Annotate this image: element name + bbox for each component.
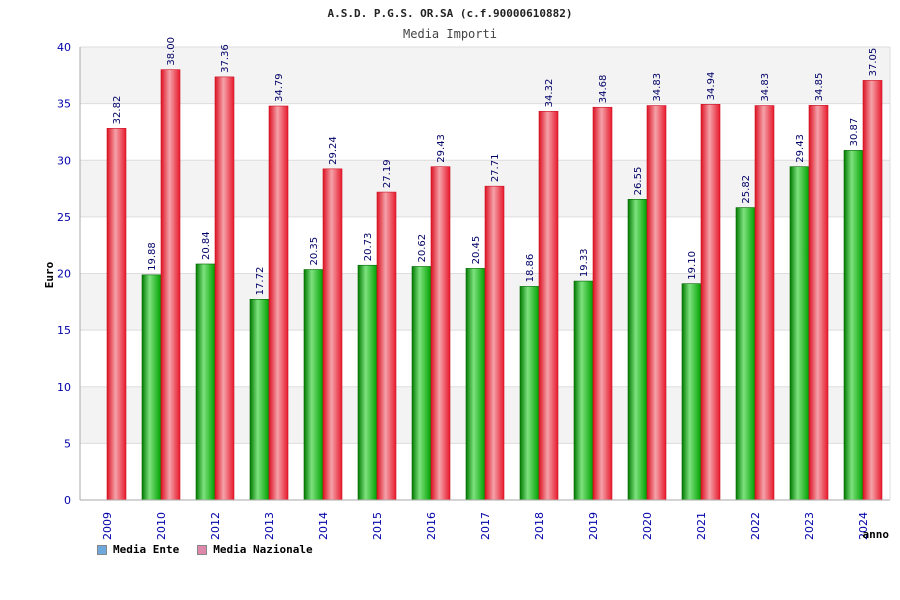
bar-media-ente-2023 xyxy=(789,166,810,501)
bar-media-nazionale-2019 xyxy=(592,106,613,501)
bar-media-nazionale-2009 xyxy=(106,128,127,501)
bar-media-ente-2015 xyxy=(357,264,378,501)
value-label-media-ente-2014: 20.35 xyxy=(309,237,320,266)
value-label-media-nazionale-2016: 29.43 xyxy=(436,134,447,163)
bar-media-nazionale-2023 xyxy=(808,105,829,501)
x-tick-label-2013: 2013 xyxy=(263,512,276,540)
bar-media-ente-2024 xyxy=(843,150,864,501)
y-tick-label: 15 xyxy=(57,324,71,337)
bar-media-nazionale-2012 xyxy=(214,76,235,501)
bar-media-ente-2018 xyxy=(519,286,540,501)
value-label-media-nazionale-2018: 34.32 xyxy=(544,79,555,108)
bar-media-ente-2019 xyxy=(573,280,594,501)
value-label-media-ente-2019: 19.33 xyxy=(579,248,590,277)
bar-media-ente-2010 xyxy=(141,274,162,501)
value-label-media-nazionale-2024: 37.05 xyxy=(868,48,879,77)
bar-media-nazionale-2020 xyxy=(646,105,667,501)
value-label-media-nazionale-2019: 34.68 xyxy=(598,75,609,104)
legend-item-media-nazionale: Media Nazionale xyxy=(197,543,313,556)
y-tick-label: 30 xyxy=(57,154,71,167)
legend-label-media-ente: Media Ente xyxy=(113,543,180,556)
value-label-media-ente-2024: 30.87 xyxy=(849,118,860,147)
bar-media-nazionale-2022 xyxy=(754,105,775,501)
value-label-media-ente-2015: 20.73 xyxy=(363,233,374,262)
value-label-media-ente-2016: 20.62 xyxy=(417,234,428,263)
value-label-media-ente-2023: 29.43 xyxy=(795,134,806,163)
value-label-media-ente-2013: 17.72 xyxy=(255,267,266,296)
bar-media-nazionale-2017 xyxy=(484,185,505,501)
value-label-media-nazionale-2015: 27.19 xyxy=(382,159,393,188)
legend-item-media-ente: Media Ente xyxy=(97,543,179,556)
bar-media-ente-2016 xyxy=(411,266,432,501)
value-label-media-ente-2022: 25.82 xyxy=(741,175,752,204)
y-tick-label: 40 xyxy=(57,41,71,54)
value-label-media-nazionale-2013: 34.79 xyxy=(274,73,285,102)
value-label-media-ente-2021: 19.10 xyxy=(687,251,698,280)
x-tick-label-2018: 2018 xyxy=(533,512,546,540)
x-tick-label-2010: 2010 xyxy=(155,512,168,540)
value-label-media-ente-2020: 26.55 xyxy=(633,167,644,196)
value-label-media-nazionale-2021: 34.94 xyxy=(706,72,717,101)
x-tick-label-2020: 2020 xyxy=(641,512,654,540)
y-tick-label: 5 xyxy=(64,437,71,450)
x-tick-label-2015: 2015 xyxy=(371,512,384,540)
y-tick-label: 20 xyxy=(57,268,71,281)
chart-subtitle: Media Importi xyxy=(403,27,497,41)
bar-media-nazionale-2021 xyxy=(700,104,721,501)
y-tick-label: 0 xyxy=(64,494,71,507)
x-tick-label-2012: 2012 xyxy=(209,512,222,540)
value-label-media-ente-2010: 19.88 xyxy=(147,242,158,271)
legend-label-media-nazionale: Media Nazionale xyxy=(213,543,313,556)
legend-swatch-media-nazionale xyxy=(197,544,208,555)
x-tick-label-2009: 2009 xyxy=(101,512,114,540)
x-tick-label-2023: 2023 xyxy=(803,512,816,540)
value-label-media-nazionale-2014: 29.24 xyxy=(328,136,339,165)
bar-media-nazionale-2013 xyxy=(268,105,289,501)
value-label-media-ente-2018: 18.86 xyxy=(525,254,536,283)
value-label-media-ente-2012: 20.84 xyxy=(201,231,212,260)
bar-media-ente-2021 xyxy=(681,283,702,501)
bar-media-ente-2012 xyxy=(195,263,216,501)
value-label-media-nazionale-2012: 37.36 xyxy=(220,44,231,73)
value-labels: 32.82 19.88 38.00 20.84 37.36 17.72 34.79 20.35… xyxy=(112,37,879,295)
bar-media-nazionale-2015 xyxy=(376,191,397,501)
bar-media-ente-2020 xyxy=(627,199,648,501)
value-label-media-nazionale-2020: 34.83 xyxy=(652,73,663,102)
legend-swatch-media-ente xyxy=(97,544,107,555)
x-tick-label-2022: 2022 xyxy=(749,512,762,540)
x-tick-label-2017: 2017 xyxy=(479,512,492,540)
x-axis-label: anno xyxy=(863,528,890,541)
value-label-media-nazionale-2022: 34.83 xyxy=(760,73,771,102)
x-tick-label-2021: 2021 xyxy=(695,512,708,540)
y-axis-label: Euro xyxy=(43,261,56,288)
value-label-media-nazionale-2009: 32.82 xyxy=(112,96,123,125)
x-tick-label-2014: 2014 xyxy=(317,512,330,540)
bar-media-nazionale-2024 xyxy=(862,80,883,501)
bar-media-ente-2013 xyxy=(249,299,270,501)
bar-media-nazionale-2014 xyxy=(322,168,343,501)
value-label-media-ente-2017: 20.45 xyxy=(471,236,482,265)
value-label-media-nazionale-2017: 27.71 xyxy=(490,154,501,183)
axes: 0 5 10 15 20 25 30 35 40 2009 2010 2012 2013 2014 2015… xyxy=(57,41,891,540)
y-tick-label: 35 xyxy=(57,98,71,111)
value-label-media-nazionale-2023: 34.85 xyxy=(814,73,825,102)
y-tick-label: 10 xyxy=(57,381,71,394)
bars xyxy=(106,69,883,501)
bar-media-nazionale-2018 xyxy=(538,111,559,501)
x-tick-label-2024: 2024 xyxy=(857,512,870,540)
bar-media-nazionale-2010 xyxy=(160,69,181,501)
chart-title: A.S.D. P.G.S. OR.SA (c.f.90000610882) xyxy=(327,7,572,20)
bar-media-nazionale-2016 xyxy=(430,166,451,501)
legend: Media Ente Media Nazionale xyxy=(97,543,313,556)
bar-media-ente-2017 xyxy=(465,268,486,501)
y-tick-label: 25 xyxy=(57,211,71,224)
x-tick-label-2019: 2019 xyxy=(587,512,600,540)
value-label-media-nazionale-2010: 38.00 xyxy=(166,37,177,66)
x-tick-label-2016: 2016 xyxy=(425,512,438,540)
bar-media-ente-2022 xyxy=(735,207,756,501)
bar-media-ente-2014 xyxy=(303,269,324,501)
